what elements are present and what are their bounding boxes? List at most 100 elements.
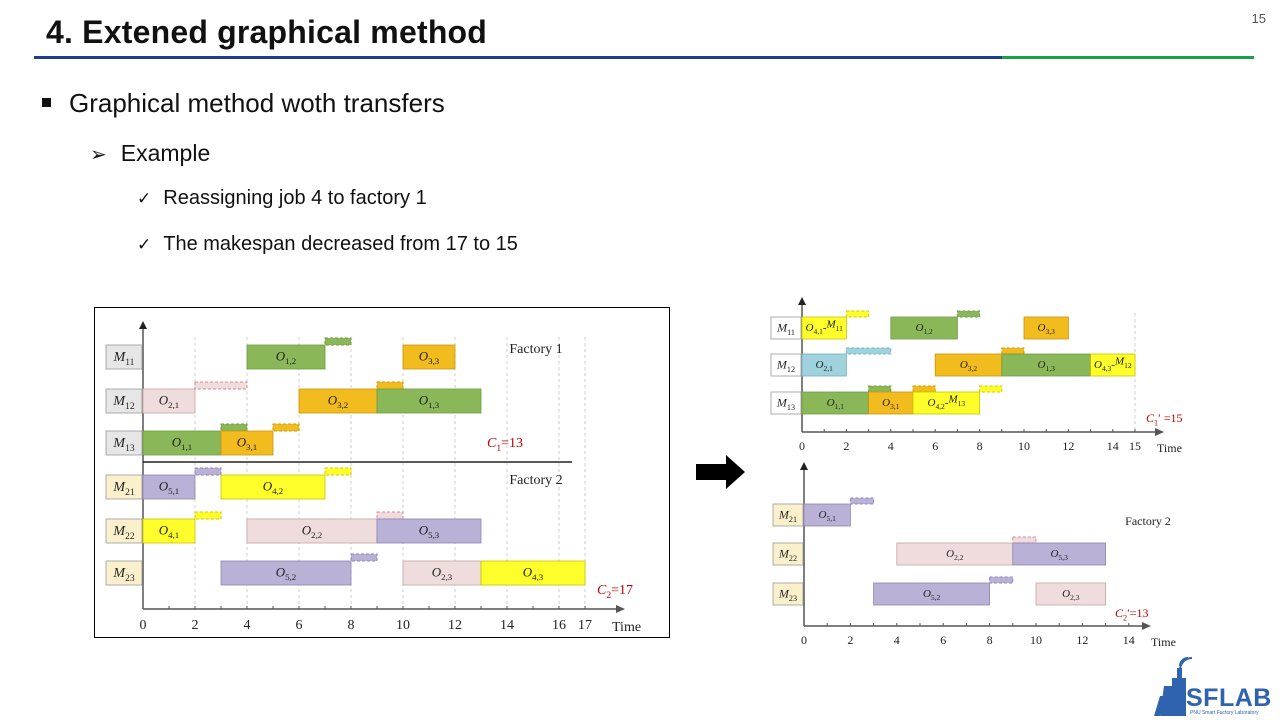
- operation-label: O5,1: [819, 509, 837, 523]
- operation-block: [142, 474, 196, 500]
- tick-label: 6: [940, 633, 946, 647]
- operation-label: O4,2: [263, 478, 283, 496]
- tick-label: 8: [977, 439, 983, 453]
- operation-block: [803, 503, 851, 527]
- logo-text: SFLAB: [1186, 684, 1272, 712]
- machine-label: M21: [112, 480, 134, 498]
- sflab-logo: [1154, 657, 1193, 716]
- operation-label: O4,1-M11: [806, 319, 844, 336]
- transfer-block: [194, 467, 222, 476]
- operation-block: [1035, 582, 1106, 606]
- tick-label: 2: [192, 618, 199, 633]
- tick-label: 10: [1030, 633, 1042, 647]
- operation-label: O1,1: [172, 434, 192, 452]
- gantt-chart-factory1-after: 0 2 4 6 8 10 12 14 15 Time M11 M12 M13 O4,1-M11 O1,2 O3…: [770, 297, 1183, 455]
- machine-label-box: [105, 344, 143, 370]
- factory-label: Factory 2: [1125, 514, 1171, 528]
- tick-label: 14: [1123, 633, 1135, 647]
- transfer-block: [376, 381, 404, 390]
- operation-label: O2,1: [816, 359, 834, 373]
- operation-block: [801, 316, 847, 340]
- operation-label: O5,1: [159, 478, 179, 496]
- tick-label: 6: [932, 439, 938, 453]
- machine-label: M22: [778, 547, 797, 563]
- transfer-block: [979, 385, 1003, 393]
- machine-label-box: [772, 542, 804, 566]
- transfer-block: [194, 511, 222, 520]
- machine-label-box: [772, 582, 804, 606]
- tick-label: 16: [552, 618, 566, 633]
- slide-title: 4. Extened graphical method: [46, 14, 488, 50]
- operation-label: O2,2: [302, 522, 322, 540]
- machine-label: M23: [112, 566, 134, 584]
- page-number: 15: [1251, 11, 1266, 26]
- operation-label: O3,1: [237, 434, 257, 452]
- axis-arrowhead: [798, 297, 806, 305]
- machine-label-box: [770, 353, 802, 377]
- transfer-block: [845, 310, 870, 318]
- axis-arrowhead: [1155, 428, 1164, 436]
- operation-label: O5,2: [276, 564, 296, 582]
- transfer-block: [912, 385, 936, 393]
- operation-block: [376, 388, 482, 414]
- logo-subtitle: PNU Smart Factory Laboratory: [1190, 710, 1259, 716]
- transfer-block: [868, 385, 892, 393]
- machine-label-box: [105, 430, 143, 456]
- operation-block: [480, 560, 586, 586]
- tick-label: 10: [396, 618, 410, 633]
- makespan-label: C2=17: [597, 583, 633, 601]
- axis-arrowhead: [616, 605, 625, 613]
- tick-label: 12: [1076, 633, 1088, 647]
- machine-label-box: [105, 560, 143, 586]
- operation-label: O3,2: [328, 392, 348, 410]
- tick-label: 8: [987, 633, 993, 647]
- axis-label: Time: [1157, 441, 1182, 455]
- transfer-block: [272, 423, 300, 432]
- operation-label: O4,2-M13: [927, 394, 965, 411]
- bullet-level1: Graphical method woth transfers: [42, 88, 445, 119]
- bullet-level3-text: The makespan decreased from 17 to 15: [163, 233, 518, 255]
- axis-label: Time: [1151, 635, 1176, 649]
- transfer-block: [350, 553, 378, 562]
- tick-label: 17: [578, 618, 592, 633]
- transfer-block: [324, 337, 352, 346]
- tick-label: 6: [296, 618, 303, 633]
- machine-label: M12: [776, 358, 795, 374]
- operation-block: [220, 474, 326, 500]
- operation-label: O4,1: [159, 522, 179, 540]
- gantt-chart-before: 0 2 4 6 8 10 12 14 16 17 Time M11 M12 M13 M21 M22 M23 O1,…: [94, 307, 670, 638]
- makespan-label: C2′=13: [1115, 606, 1149, 622]
- bullet-level3-item: ✓ Reassigning job 4 to factory 1: [137, 187, 427, 210]
- right-arrow-icon: [696, 455, 745, 489]
- operation-label: O4,3-M12: [1094, 356, 1132, 373]
- axis-arrowhead: [1142, 622, 1151, 630]
- operation-block: [1023, 316, 1069, 340]
- transfer-block: [1012, 536, 1037, 544]
- bullet-level2: ➢ Example: [90, 140, 210, 167]
- tick-label: 0: [801, 633, 807, 647]
- transfer-block: [989, 576, 1014, 584]
- tick-label: 4: [894, 633, 900, 647]
- operation-label: O3,2: [960, 359, 978, 373]
- machine-label-box: [105, 388, 143, 414]
- machine-label: M12: [112, 394, 134, 412]
- operation-block: [220, 560, 352, 586]
- transfer-block: [845, 347, 892, 355]
- tick-label: 15: [1129, 439, 1141, 453]
- operation-label: O5,2: [923, 588, 941, 602]
- checkmark-icon: ✓: [137, 235, 152, 255]
- operation-label: O5,3: [419, 522, 440, 540]
- operation-label: O3,3: [419, 348, 440, 366]
- operation-label: O3,3: [1038, 322, 1056, 336]
- operation-label: O3,1: [882, 397, 900, 411]
- tick-label: 12: [1062, 439, 1074, 453]
- transfer-block: [324, 467, 352, 476]
- tick-label: 0: [799, 439, 805, 453]
- makespan-label: C1′ =15: [1146, 411, 1183, 427]
- tick-label: 14: [500, 618, 514, 633]
- tick-label: 2: [847, 633, 853, 647]
- checkmark-icon: ✓: [137, 189, 152, 209]
- operation-label: O5,3: [1051, 548, 1069, 562]
- machine-label: M21: [778, 508, 797, 524]
- tick-label: 0: [140, 618, 147, 633]
